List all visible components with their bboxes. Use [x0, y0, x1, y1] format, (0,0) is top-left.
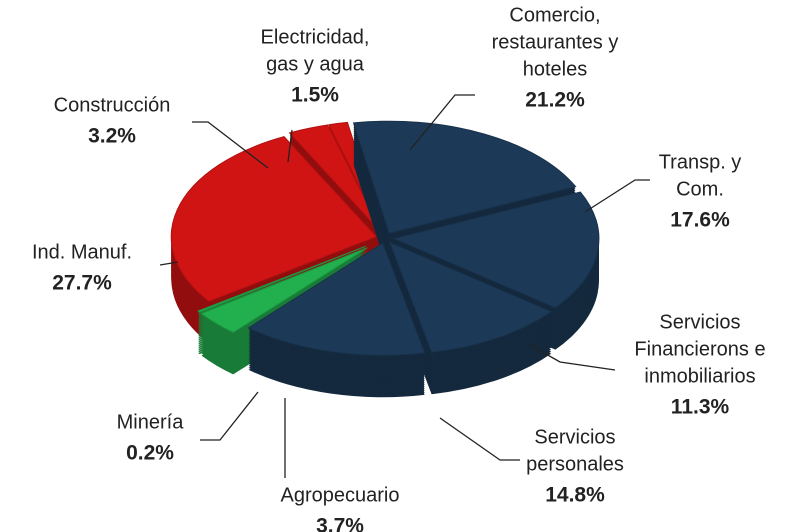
slice	[352, 120, 577, 234]
leader	[200, 391, 259, 441]
leader	[584, 179, 650, 213]
leader	[529, 344, 616, 371]
leader	[409, 94, 475, 151]
slice	[388, 241, 553, 353]
leader	[192, 121, 269, 169]
slice-label: Servicios	[534, 427, 615, 449]
value-label: 3.2%	[88, 124, 136, 147]
slice-label: Transp. y	[659, 152, 742, 174]
slice-label: Electricidad,	[261, 27, 370, 49]
value-label: 27.7%	[52, 271, 112, 294]
value-label: 17.6%	[670, 208, 730, 231]
slice-label: personales	[526, 454, 624, 476]
slice	[247, 242, 426, 356]
value-label: 0.2%	[126, 441, 174, 464]
leader	[439, 417, 520, 461]
slice-label: hoteles	[523, 59, 588, 81]
slice-label: Financierons e	[634, 339, 765, 361]
slice-label: inmobiliarios	[644, 366, 755, 388]
slice-label: Comercio,	[509, 5, 600, 27]
labels: Comercio, restaurantes y hoteles 21.2% Trans…	[32, 5, 766, 532]
slice	[200, 247, 368, 334]
leader-lines	[159, 94, 650, 478]
leader	[287, 129, 293, 163]
slice-label: restaurantes y	[492, 32, 619, 54]
value-label: 3.7%	[316, 514, 364, 532]
value-label: 1.5%	[291, 83, 339, 106]
slice-label: gas y agua	[266, 54, 365, 76]
value-label: 11.3%	[671, 395, 730, 418]
slice-label: Construcción	[54, 95, 171, 117]
value-label: 21.2%	[525, 88, 585, 111]
value-label: 14.8%	[545, 483, 605, 506]
slice-label: Agropecuario	[281, 485, 400, 507]
slice-label: Ind. Manuf.	[32, 242, 132, 264]
slice	[197, 245, 366, 313]
slice	[288, 124, 383, 234]
pie	[170, 120, 600, 398]
slice	[392, 191, 600, 309]
slice-label: Servicios	[659, 312, 740, 334]
leader	[159, 261, 179, 266]
slice-label: Minería	[117, 412, 185, 434]
slice	[170, 136, 378, 302]
slice-label: Com.	[676, 179, 724, 201]
